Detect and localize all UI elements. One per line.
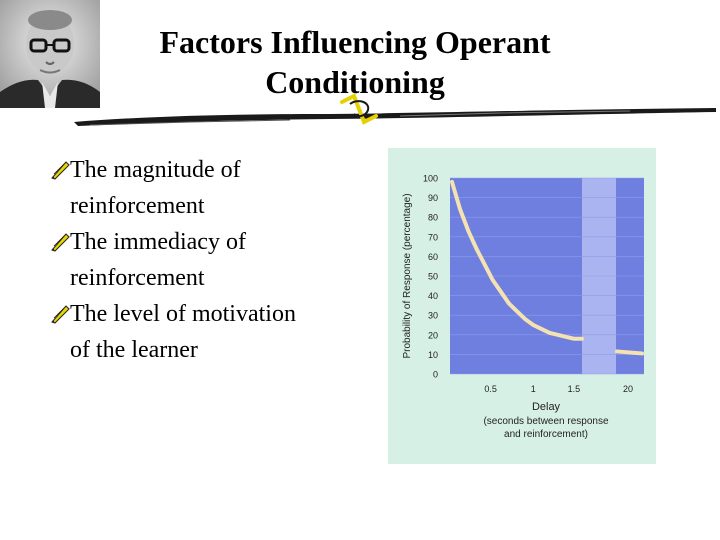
y-tick-label: 70 (428, 232, 438, 242)
data-point (531, 323, 535, 327)
data-point-after-break (615, 349, 644, 356)
y-tick-label: 80 (428, 213, 438, 223)
data-point (458, 207, 462, 211)
pencil-icon (51, 161, 70, 180)
bullet-text-line-1: The level of motivation (70, 301, 296, 327)
data-point (556, 333, 560, 337)
title-underline-decoration (74, 93, 716, 126)
list-item: The magnitude of reinforcement (50, 152, 370, 224)
y-tick-label: 20 (428, 330, 438, 340)
data-point (499, 290, 503, 294)
title-line-1: Factors Influencing Operant (159, 24, 551, 60)
data-point (466, 229, 470, 233)
data-point (491, 278, 495, 282)
bullet-text-line-1: The magnitude of (70, 157, 241, 183)
y-tick-label: 0 (433, 370, 438, 380)
bullet-list: The magnitude of reinforcement The immed… (50, 152, 370, 368)
list-item: The immediacy of reinforcement (50, 224, 370, 296)
y-tick-label: 60 (428, 252, 438, 262)
page-title: Factors Influencing Operant Conditioning (100, 22, 610, 102)
bullet-text-line-2: of the learner (70, 337, 198, 363)
data-point (547, 331, 552, 335)
y-tick-label: 10 (428, 350, 438, 360)
bullet-text-line-1: The immediacy of (70, 229, 246, 255)
data-point (474, 246, 478, 251)
y-tick-label: 40 (428, 291, 438, 301)
data-point (564, 335, 568, 339)
data-point (539, 327, 543, 331)
data-point (482, 262, 487, 266)
portrait-photo (0, 0, 100, 108)
data-point (507, 301, 511, 306)
data-point (450, 180, 454, 184)
data-point (580, 337, 584, 341)
x-axis-sublabel-1: (seconds between response (483, 416, 609, 427)
y-tick-label: 90 (428, 193, 438, 203)
y-tick-label: 30 (428, 311, 438, 321)
bullet-text-line-2: reinforcement (70, 193, 205, 219)
y-tick-label: 100 (423, 174, 438, 184)
data-point (515, 309, 519, 313)
y-tick-label: 50 (428, 272, 438, 282)
pencil-icon (51, 305, 70, 324)
bullet-text-line-2: reinforcement (70, 265, 205, 291)
data-point (523, 317, 527, 321)
x-axis-label: Delay (532, 401, 561, 413)
x-tick-label: 1.5 (568, 384, 581, 394)
pencil-icon (51, 233, 70, 252)
x-tick-label: 20 (623, 384, 633, 394)
x-axis-sublabel-2: and reinforcement) (504, 429, 588, 440)
x-tick-label: 1 (531, 384, 536, 394)
list-item: The level of motivation of the learner (50, 296, 370, 368)
data-point (572, 337, 576, 341)
x-tick-label: 0.5 (484, 384, 497, 394)
y-axis-label: Probability of Response (percentage) (402, 193, 413, 358)
